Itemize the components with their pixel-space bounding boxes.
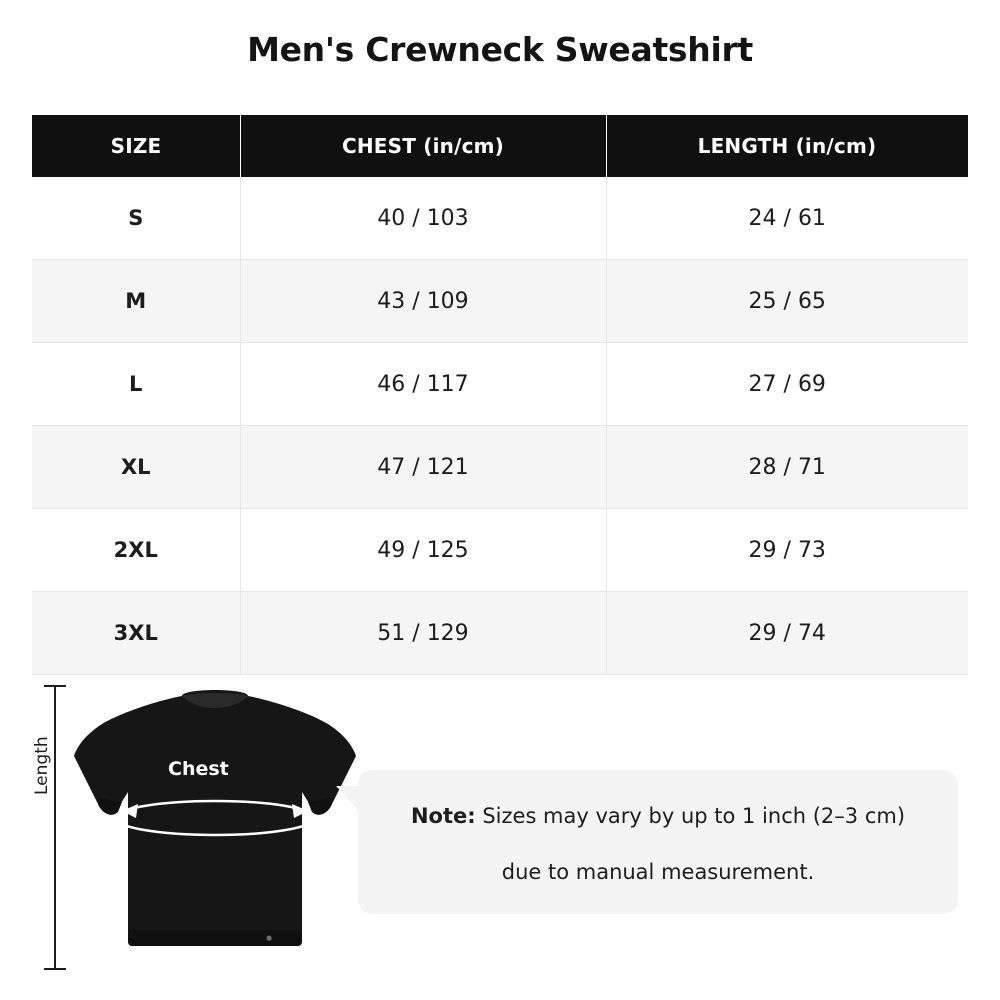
cell-length: 29 / 74 <box>605 591 968 675</box>
table-header-row: SIZE CHEST (in/cm) LENGTH (in/cm) <box>32 115 968 177</box>
cell-size: XL <box>32 425 240 509</box>
length-axis-label: Length <box>32 736 52 795</box>
cell-length: 28 / 71 <box>605 425 968 509</box>
chest-measure-label: Chest <box>168 758 229 780</box>
cell-size: 3XL <box>32 591 240 675</box>
cell-length: 27 / 69 <box>605 342 968 426</box>
cell-size: 2XL <box>32 508 240 592</box>
table-row: L 46 / 117 27 / 69 <box>32 342 968 426</box>
chest-arrow-left <box>122 804 138 818</box>
length-measure-line <box>44 685 66 970</box>
cell-chest: 51 / 129 <box>239 591 606 675</box>
page-title: Men's Crewneck Sweatshirt <box>247 30 753 69</box>
note-line-2: due to manual measurement. <box>501 860 815 884</box>
shirt-tag: ● <box>266 934 272 942</box>
cell-chest: 49 / 125 <box>239 508 606 592</box>
length-cap-top <box>44 685 66 687</box>
shirt-body <box>74 690 356 944</box>
column-header-chest: CHEST (in/cm) <box>240 115 606 177</box>
cell-length: 24 / 61 <box>605 177 968 260</box>
shirt-cuff-left <box>98 798 122 815</box>
size-chart-table: SIZE CHEST (in/cm) LENGTH (in/cm) S 40 /… <box>32 115 968 675</box>
length-cap-bottom <box>44 968 66 970</box>
measurement-illustration: Length ● Chest Note: Sizes may vary by u… <box>0 660 1000 1000</box>
chest-measure-ellipse <box>113 799 317 837</box>
chest-arrow-right <box>292 804 308 818</box>
cell-length: 29 / 73 <box>605 508 968 592</box>
cell-chest: 43 / 109 <box>239 259 606 343</box>
cell-size: S <box>32 177 240 260</box>
table-row: XL 47 / 121 28 / 71 <box>32 425 968 509</box>
note-callout: Note: Sizes may vary by up to 1 inch (2–… <box>336 770 958 914</box>
note-label: Note: <box>410 804 476 828</box>
cell-chest: 47 / 121 <box>239 425 606 509</box>
shirt-hem <box>128 930 302 946</box>
length-line <box>54 685 56 970</box>
shirt-collar <box>182 693 248 708</box>
table-row: M 43 / 109 25 / 65 <box>32 259 968 343</box>
sweatshirt-illustration: ● <box>74 690 356 946</box>
cell-chest: 46 / 117 <box>239 342 606 426</box>
table-row: S 40 / 103 24 / 61 <box>32 177 968 260</box>
callout-tail <box>336 786 360 812</box>
cell-size: M <box>32 259 240 343</box>
cell-chest: 40 / 103 <box>239 177 606 260</box>
column-header-length: LENGTH (in/cm) <box>606 115 968 177</box>
table-row: 2XL 49 / 125 29 / 73 <box>32 508 968 592</box>
column-header-size: SIZE <box>32 115 240 177</box>
shirt-cuff-right <box>308 798 332 815</box>
table-row: 3XL 51 / 129 29 / 74 <box>32 591 968 675</box>
cell-size: L <box>32 342 240 426</box>
note-line-1: Sizes may vary by up to 1 inch (2–3 cm) <box>475 804 906 828</box>
cell-length: 25 / 65 <box>605 259 968 343</box>
